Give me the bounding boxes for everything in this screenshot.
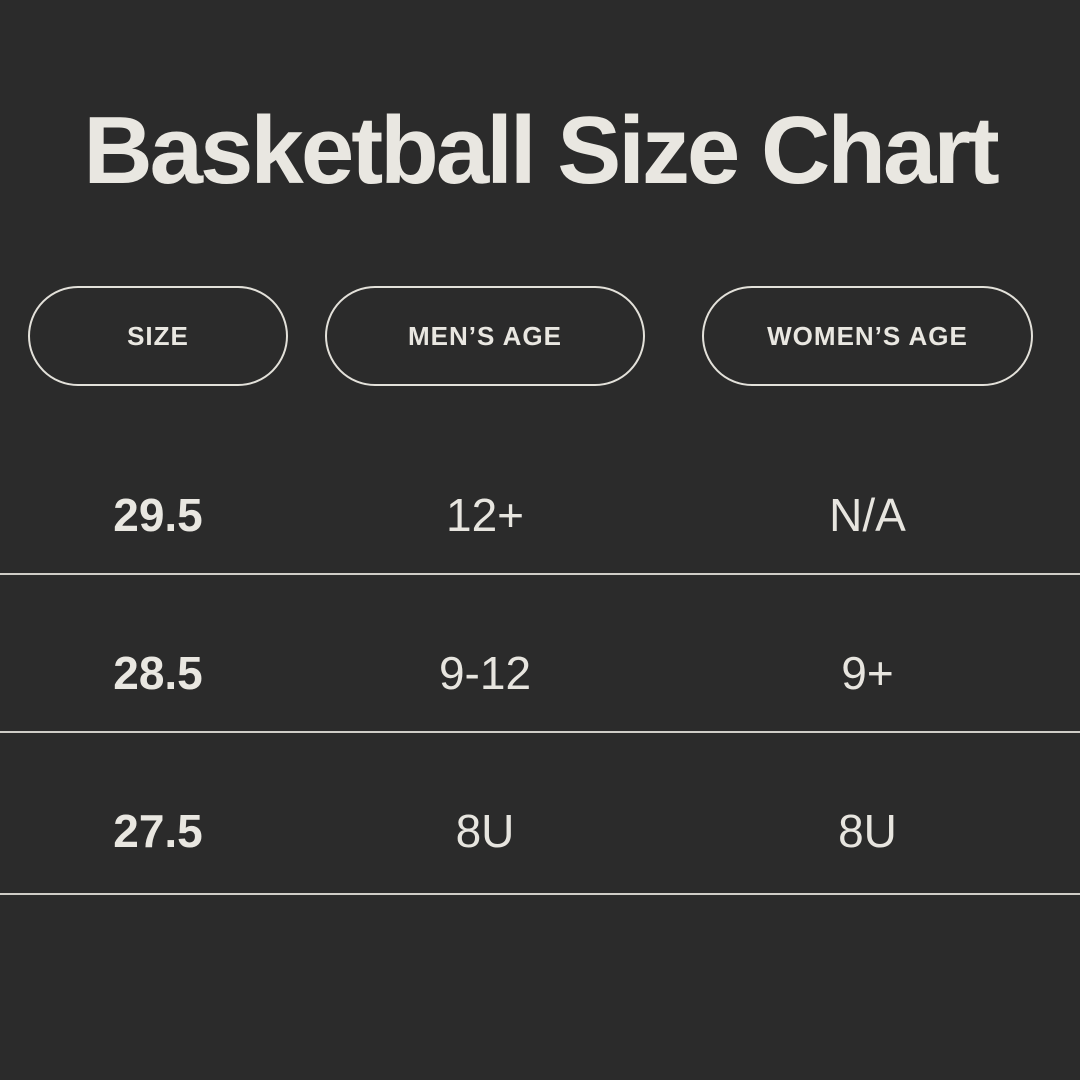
column-header-womens-age: WOMEN’S AGE <box>767 320 968 351</box>
column-header-mens-age: MEN’S AGE <box>408 320 562 351</box>
cell-size: 27.5 <box>113 805 203 857</box>
header-pill-size: SIZE <box>28 286 288 386</box>
cell-mens-age: 9-12 <box>438 647 532 699</box>
column-header-size: SIZE <box>127 320 189 351</box>
header-pill-mens-age: MEN’S AGE <box>325 286 645 386</box>
cell-mens-age: 8U <box>455 805 515 857</box>
cell-womens-age: 9+ <box>841 647 894 699</box>
cell-size: 28.5 <box>113 647 203 699</box>
row-divider <box>0 893 1080 895</box>
header-pill-womens-age: WOMEN’S AGE <box>702 286 1033 386</box>
cell-womens-age: N/A <box>829 489 906 541</box>
cell-mens-age: 12+ <box>445 489 525 541</box>
table-row: 28.5 9-12 9+ <box>0 575 1080 733</box>
page-title: Basketball Size Chart <box>83 97 999 204</box>
table-row: 29.5 12+ N/A <box>0 417 1080 575</box>
table-row: 27.5 8U 8U <box>0 733 1080 891</box>
row-divider <box>0 573 1080 575</box>
cell-womens-age: 8U <box>838 805 897 857</box>
row-divider <box>0 731 1080 733</box>
cell-size: 29.5 <box>113 489 203 541</box>
table-header-row: SIZE MEN’S AGE WOMEN’S AGE <box>0 286 1080 386</box>
